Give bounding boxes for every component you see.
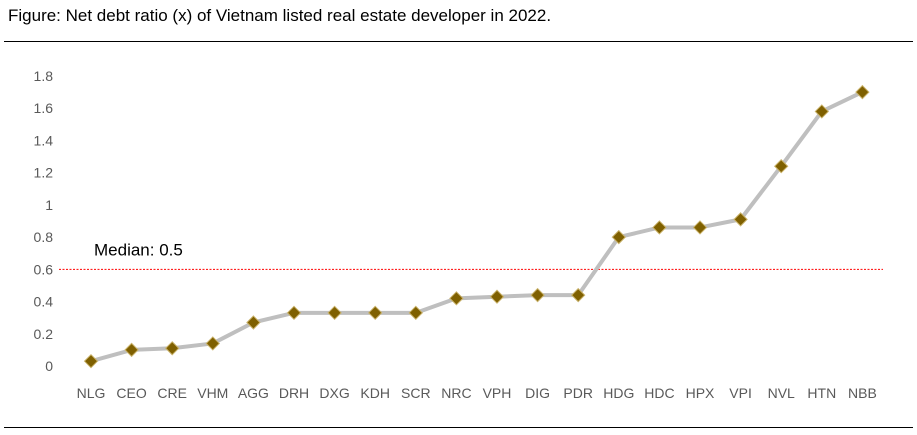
data-point-marker (83, 353, 99, 369)
x-tick-label: VHM (197, 385, 228, 401)
bottom-rule (4, 427, 913, 428)
y-tick-label: 0.6 (34, 261, 54, 277)
y-tick-label: 1.8 (34, 68, 54, 84)
y-tick-label: 0.4 (34, 294, 54, 310)
x-tick-label: NVL (768, 385, 795, 401)
x-tick-label: HDG (603, 385, 634, 401)
data-point-marker (773, 159, 789, 174)
data-point-marker (652, 220, 667, 235)
x-tick-label: HTN (807, 385, 836, 401)
x-tick-label: SCR (401, 385, 431, 401)
data-point-marker (733, 212, 748, 227)
x-tick-label: KDH (360, 385, 390, 401)
top-rule (4, 41, 913, 42)
figure-caption: Figure: Net debt ratio (x) of Vietnam li… (8, 6, 552, 25)
data-point-marker (530, 287, 545, 303)
data-point-marker (286, 305, 302, 321)
y-tick-label: 1.2 (34, 165, 54, 181)
x-tick-label: VPI (729, 385, 752, 401)
data-point-marker (408, 305, 424, 321)
x-tick-label: HDC (644, 385, 674, 401)
data-point-marker (367, 305, 383, 321)
data-point-marker (814, 104, 830, 119)
x-tick-label: CRE (157, 385, 187, 401)
x-tick-label: AGG (238, 385, 269, 401)
x-tick-label: DIG (525, 385, 550, 401)
data-point-marker (855, 84, 870, 100)
data-point-marker (449, 291, 464, 306)
data-point-marker (327, 305, 342, 321)
x-tick-label: NRC (441, 385, 471, 401)
x-tick-label: PDR (563, 385, 593, 401)
data-point-marker (692, 220, 708, 235)
median-label: Median: 0.5 (94, 240, 183, 259)
data-point-marker (489, 289, 505, 304)
data-point-marker (164, 341, 180, 356)
series-line (89, 90, 865, 364)
y-tick-label: 1 (45, 197, 53, 213)
data-point-marker (124, 342, 139, 358)
x-tick-label: DRH (279, 385, 309, 401)
data-point-marker (246, 315, 261, 330)
x-tick-label: DXG (319, 385, 349, 401)
y-tick-label: 1.4 (34, 132, 54, 148)
data-point-marker (570, 287, 586, 303)
y-tick-label: 0 (45, 358, 53, 374)
x-tick-label: NBB (848, 385, 877, 401)
y-tick-label: 0.8 (34, 229, 54, 245)
x-tick-label: NLG (77, 385, 106, 401)
y-tick-label: 0.2 (34, 326, 54, 342)
x-tick-label: CEO (116, 385, 146, 401)
data-point-marker (611, 229, 627, 245)
x-tick-label: HPX (686, 385, 715, 401)
x-tick-label: VPH (483, 385, 512, 401)
data-point-marker (205, 336, 221, 351)
y-tick-label: 1.6 (34, 100, 54, 116)
